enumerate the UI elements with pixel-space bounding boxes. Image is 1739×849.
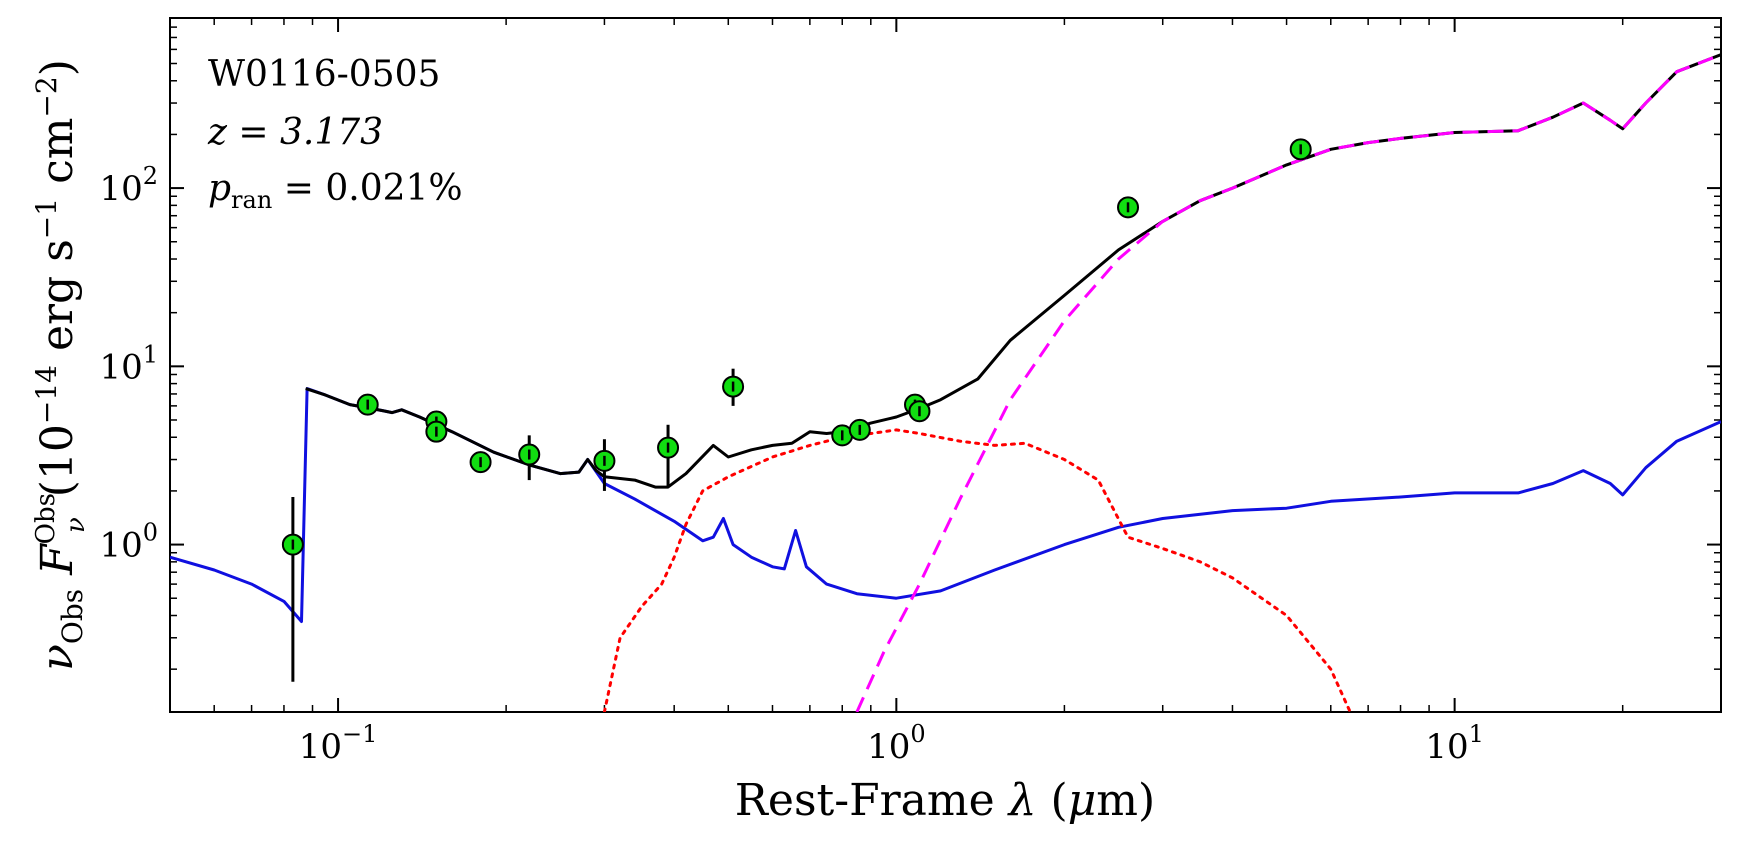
series-line-dotted [602, 428, 1352, 712]
x-axis-label: Rest-Frame λ (μm) [735, 775, 1155, 826]
y-axis-ticks: 100 101 102 [99, 17, 1721, 670]
x-axis-ticks: 10−1 100 101 [169, 18, 1722, 767]
x-tick-label: 100 [867, 720, 926, 767]
pran-symbol: p [208, 168, 231, 209]
redshift-label: z = 3.173 [207, 112, 383, 153]
series-layer [170, 53, 1721, 712]
x-tick-label: 10−1 [299, 720, 378, 767]
plot-frame [169, 17, 1722, 713]
x-tick-label: 101 [1425, 720, 1484, 767]
y-tick-label: 102 [99, 162, 158, 209]
series-line-dashed [855, 53, 1721, 712]
pran-value: = 0.021% [272, 168, 462, 209]
y-tick-label: 100 [99, 519, 158, 566]
y-axis-label: νObs FObsν (10−14 erg s−1 cm−2) [30, 59, 91, 671]
pran-label: pran = 0.021% [208, 168, 463, 214]
y-tick-label: 101 [99, 340, 158, 387]
series-line-solid [305, 53, 1721, 489]
object-name: W0116-0505 [208, 54, 440, 95]
photometry-layer [281, 138, 1312, 682]
series-line-solid [170, 387, 1721, 623]
pran-sub: ran [231, 186, 272, 214]
